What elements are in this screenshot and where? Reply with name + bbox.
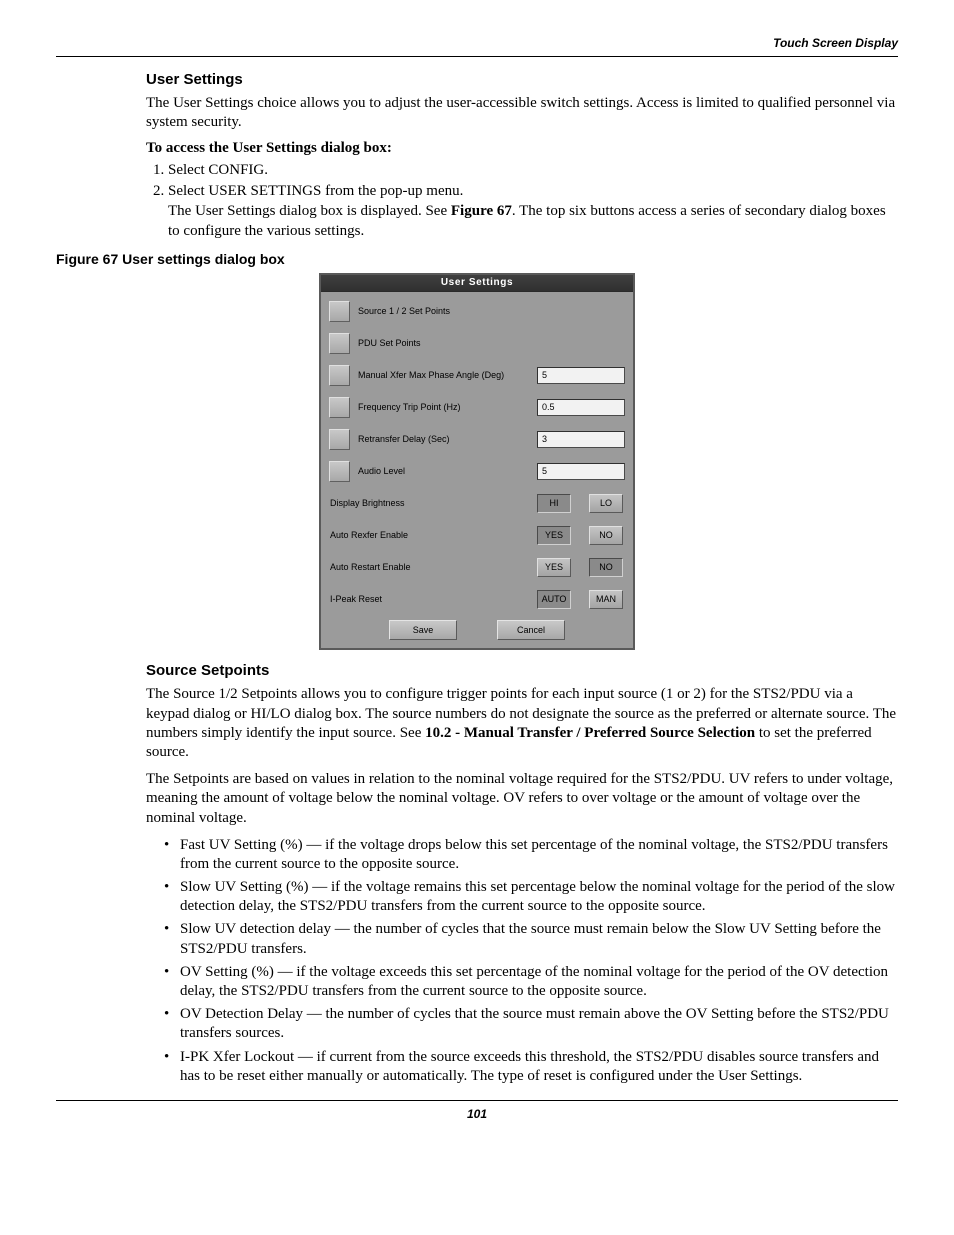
frequency-trip-value[interactable]: 0.5 bbox=[537, 399, 625, 416]
setpoints-list: Fast UV Setting (%) — if the voltage dro… bbox=[146, 836, 898, 1086]
label: Frequency Trip Point (Hz) bbox=[358, 402, 537, 412]
toggle-pair: YES NO bbox=[537, 526, 625, 545]
row-auto-rexfer: Auto Rexfer Enable YES NO bbox=[329, 522, 625, 548]
row-source-setpoints: Source 1 / 2 Set Points bbox=[329, 298, 625, 324]
xref: 10.2 - Manual Transfer / Preferred Sourc… bbox=[425, 725, 755, 741]
paragraph: The User Settings choice allows you to a… bbox=[146, 94, 898, 132]
page-number: 101 bbox=[56, 1107, 898, 1121]
label: Retransfer Delay (Sec) bbox=[358, 434, 537, 444]
procedure-heading: To access the User Settings dialog box: bbox=[146, 140, 898, 157]
row-retransfer-delay: Retransfer Delay (Sec) 3 bbox=[329, 426, 625, 452]
dialog-footer: Save Cancel bbox=[329, 620, 625, 640]
label: Auto Restart Enable bbox=[329, 562, 537, 572]
label: PDU Set Points bbox=[358, 338, 625, 348]
dialog-body: Source 1 / 2 Set Points PDU Set Points M… bbox=[321, 292, 633, 648]
manual-xfer-button[interactable] bbox=[329, 365, 350, 386]
row-pdu-setpoints: PDU Set Points bbox=[329, 330, 625, 356]
frequency-trip-button[interactable] bbox=[329, 397, 350, 418]
ipeak-man-button[interactable]: MAN bbox=[589, 590, 623, 609]
header-rule bbox=[56, 56, 898, 57]
ipeak-auto-button[interactable]: AUTO bbox=[537, 590, 571, 609]
paragraph: The Setpoints are based on values in rel… bbox=[146, 770, 898, 828]
list-item: Slow UV detection delay — the number of … bbox=[180, 920, 898, 958]
step-2: Select USER SETTINGS from the pop-up men… bbox=[168, 182, 898, 242]
auto-restart-yes-button[interactable]: YES bbox=[537, 558, 571, 577]
list-item: I-PK Xfer Lockout — if current from the … bbox=[180, 1048, 898, 1086]
toggle-pair: YES NO bbox=[537, 558, 625, 577]
heading-source-setpoints: Source Setpoints bbox=[146, 662, 898, 679]
audio-level-value[interactable]: 5 bbox=[537, 463, 625, 480]
label: Auto Rexfer Enable bbox=[329, 530, 537, 540]
list-item: OV Setting (%) — if the voltage exceeds … bbox=[180, 963, 898, 1001]
paragraph: The Source 1/2 Setpoints allows you to c… bbox=[146, 685, 898, 762]
source-setpoints-button[interactable] bbox=[329, 301, 350, 322]
cancel-button[interactable]: Cancel bbox=[497, 620, 565, 640]
row-frequency-trip: Frequency Trip Point (Hz) 0.5 bbox=[329, 394, 625, 420]
row-audio-level: Audio Level 5 bbox=[329, 458, 625, 484]
step-1: Select CONFIG. bbox=[168, 161, 898, 181]
brightness-lo-button[interactable]: LO bbox=[589, 494, 623, 513]
running-header: Touch Screen Display bbox=[56, 36, 898, 56]
auto-rexfer-yes-button[interactable]: YES bbox=[537, 526, 571, 545]
pdu-setpoints-button[interactable] bbox=[329, 333, 350, 354]
row-auto-restart: Auto Restart Enable YES NO bbox=[329, 554, 625, 580]
step-2-line1: Select USER SETTINGS from the pop-up men… bbox=[168, 183, 463, 199]
manual-xfer-value[interactable]: 5 bbox=[537, 367, 625, 384]
list-item: Slow UV Setting (%) — if the voltage rem… bbox=[180, 878, 898, 916]
text: The User Settings dialog box is displaye… bbox=[168, 203, 451, 219]
label: Display Brightness bbox=[329, 498, 537, 508]
toggle-pair: HI LO bbox=[537, 494, 625, 513]
label: Audio Level bbox=[358, 466, 537, 476]
retransfer-delay-button[interactable] bbox=[329, 429, 350, 450]
figure-ref: Figure 67 bbox=[451, 203, 512, 219]
brightness-hi-button[interactable]: HI bbox=[537, 494, 571, 513]
audio-level-button[interactable] bbox=[329, 461, 350, 482]
user-settings-dialog: User Settings Source 1 / 2 Set Points PD… bbox=[319, 273, 635, 650]
section-source-setpoints: Source Setpoints The Source 1/2 Setpoint… bbox=[146, 662, 898, 1086]
figure-67: User Settings Source 1 / 2 Set Points PD… bbox=[319, 273, 635, 650]
row-manual-xfer: Manual Xfer Max Phase Angle (Deg) 5 bbox=[329, 362, 625, 388]
heading-user-settings: User Settings bbox=[146, 71, 898, 88]
step-2-line2: The User Settings dialog box is displaye… bbox=[168, 202, 898, 241]
retransfer-delay-value[interactable]: 3 bbox=[537, 431, 625, 448]
label: I-Peak Reset bbox=[329, 594, 537, 604]
procedure-steps: Select CONFIG. Select USER SETTINGS from… bbox=[146, 161, 898, 241]
section-user-settings: User Settings The User Settings choice a… bbox=[146, 71, 898, 241]
figure-caption: Figure 67 User settings dialog box bbox=[56, 251, 898, 267]
label: Manual Xfer Max Phase Angle (Deg) bbox=[358, 370, 537, 380]
list-item: OV Detection Delay — the number of cycle… bbox=[180, 1005, 898, 1043]
auto-restart-no-button[interactable]: NO bbox=[589, 558, 623, 577]
dialog-title: User Settings bbox=[321, 275, 633, 292]
save-button[interactable]: Save bbox=[389, 620, 457, 640]
footer-rule bbox=[56, 1100, 898, 1101]
row-ipeak-reset: I-Peak Reset AUTO MAN bbox=[329, 586, 625, 612]
auto-rexfer-no-button[interactable]: NO bbox=[589, 526, 623, 545]
page: Touch Screen Display User Settings The U… bbox=[0, 0, 954, 1235]
toggle-pair: AUTO MAN bbox=[537, 590, 625, 609]
list-item: Fast UV Setting (%) — if the voltage dro… bbox=[180, 836, 898, 874]
row-display-brightness: Display Brightness HI LO bbox=[329, 490, 625, 516]
label: Source 1 / 2 Set Points bbox=[358, 306, 625, 316]
